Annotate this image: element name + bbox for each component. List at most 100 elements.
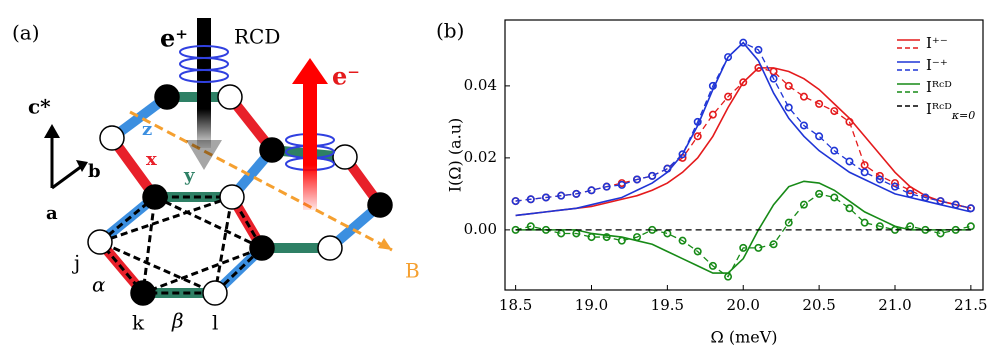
axis-c: c* — [28, 95, 51, 119]
data-point — [739, 38, 748, 47]
data-point — [921, 193, 930, 202]
site-k: k — [132, 311, 145, 335]
data-point — [815, 189, 824, 198]
data-point — [799, 200, 808, 209]
data-point — [693, 132, 702, 141]
data-point — [693, 117, 702, 126]
data-point — [678, 236, 687, 245]
data-point — [799, 121, 808, 130]
data-point — [633, 175, 642, 184]
legend-label: Iᴿᶜᴰ — [926, 78, 952, 96]
panel-label: (a) — [12, 21, 40, 45]
x-axis-label: Ω (meV) — [710, 328, 777, 347]
series-line — [515, 41, 972, 209]
data-point — [693, 247, 702, 256]
legend-name: Iᴿᶜᴰ — [926, 100, 952, 118]
field-label: B — [405, 259, 420, 283]
data-point — [769, 67, 778, 76]
data-point — [815, 99, 824, 108]
y-tick-label: 0.02 — [464, 148, 497, 166]
electron-label: e⁻ — [332, 62, 360, 91]
x-tick-label: 18.5 — [499, 296, 532, 314]
data-point — [845, 204, 854, 213]
data-point — [890, 182, 899, 191]
site-j: j — [72, 251, 80, 275]
data-point — [951, 200, 960, 209]
bond-y: y — [183, 165, 195, 186]
alpha: α — [92, 273, 106, 297]
data-point — [754, 45, 763, 54]
series-line — [515, 67, 972, 217]
data-point — [860, 218, 869, 227]
y-tick-label: 0.00 — [464, 220, 497, 238]
data-point — [602, 233, 611, 242]
data-point — [966, 204, 975, 213]
series-line — [515, 67, 972, 209]
data-point — [754, 243, 763, 252]
positron-label: e⁺ — [160, 24, 188, 53]
electron-beam — [303, 82, 317, 210]
legend-label: I⁻⁺ — [926, 56, 948, 74]
site-l: l — [212, 311, 218, 335]
legend-label: Iᴿᶜᴰκ=0 — [926, 100, 975, 122]
x-tick-label: 20.5 — [802, 296, 835, 314]
panel-label: (b) — [436, 19, 464, 43]
data-point — [587, 233, 596, 242]
rcd-label: RCD — [234, 25, 280, 49]
bond-z: z — [142, 119, 152, 140]
data-point — [557, 191, 566, 200]
positron-arrowhead — [186, 140, 222, 170]
data-point — [724, 53, 733, 62]
x-tick-label: 19.5 — [651, 296, 684, 314]
axis-b: b — [88, 161, 101, 182]
panel-a: (a) B e⁺ RCD e⁻ c* b a z x y j α k β l — [12, 18, 420, 335]
field-line — [129, 110, 393, 252]
legend-name: I⁺⁻ — [926, 34, 948, 52]
electron-arrowhead — [292, 58, 328, 84]
data-point — [784, 81, 793, 90]
data-point — [860, 168, 869, 177]
x-tick-label: 21.0 — [878, 296, 911, 314]
legend-name: Iᴿᶜᴰ — [926, 78, 952, 96]
crystal-axes — [50, 134, 83, 190]
data-point — [875, 175, 884, 184]
data-point — [526, 195, 535, 204]
data-point — [617, 180, 626, 189]
data-point — [769, 240, 778, 249]
data-point — [739, 78, 748, 87]
data-point — [633, 233, 642, 242]
plot-frame — [504, 19, 984, 291]
data-point — [602, 182, 611, 191]
data-point — [830, 146, 839, 155]
data-point — [906, 186, 915, 195]
data-point — [648, 171, 657, 180]
y-axis-label: I(Ω) (a.u) — [446, 118, 465, 193]
data-point — [663, 164, 672, 173]
data-point — [784, 218, 793, 227]
data-point — [617, 236, 626, 245]
beta: β — [171, 309, 184, 333]
data-point — [724, 92, 733, 101]
sites — [87, 84, 393, 306]
field-arrowhead — [378, 238, 392, 250]
data-point — [906, 189, 915, 198]
axis-a: a — [46, 203, 58, 224]
series-line — [515, 193, 972, 278]
data-point — [815, 132, 824, 141]
data-point — [708, 261, 717, 270]
legend-name: I⁻⁺ — [926, 56, 948, 74]
panel-b: (b) Ω (meV) I(Ω) (a.u) 18.5 19.0 19.5 20.0 2… — [436, 19, 988, 347]
data-point — [708, 81, 717, 90]
data-point — [678, 150, 687, 159]
data-point — [587, 186, 596, 195]
axis-arrowheads — [44, 124, 88, 172]
data-point — [739, 243, 748, 252]
x-tick-label: 21.5 — [954, 296, 987, 314]
bond-x: x — [146, 149, 157, 170]
data-point — [845, 117, 854, 126]
data-point — [830, 193, 839, 202]
data-point — [769, 74, 778, 83]
data-point — [830, 107, 839, 116]
y-tick-label: 0.04 — [464, 76, 497, 94]
